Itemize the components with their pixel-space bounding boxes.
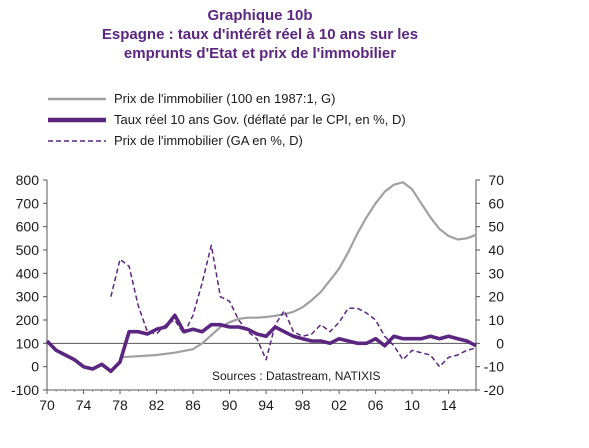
x-tick-label: 82 xyxy=(149,397,165,413)
x-tick-label: 98 xyxy=(295,397,311,413)
x-tick-label: 90 xyxy=(222,397,238,413)
chart-title: Graphique 10b xyxy=(207,7,313,24)
left-tick-label: 200 xyxy=(16,312,40,328)
left-tick-label: 100 xyxy=(16,335,40,351)
left-tick-label: -100 xyxy=(11,382,39,398)
chart-legend: Prix de l'immobilier (100 en 1987:1, G) … xyxy=(48,88,406,151)
x-tick-label: 94 xyxy=(258,397,274,413)
right-tick-label: 50 xyxy=(488,219,504,235)
legend-entry-house-price-growth: Prix de l'immobilier (GA en %, D) xyxy=(48,130,406,151)
series-line-house-price-growth xyxy=(110,244,477,368)
legend-entry-house-price-index: Prix de l'immobilier (100 en 1987:1, G) xyxy=(48,88,406,109)
right-tick-label: 20 xyxy=(488,289,504,305)
right-tick-label: 60 xyxy=(488,195,504,211)
right-tick-label: 0 xyxy=(496,335,504,351)
right-tick-label: 30 xyxy=(488,265,504,281)
series-line-real-rate xyxy=(45,313,477,374)
left-tick-label: 0 xyxy=(31,359,39,375)
right-tick-label: 10 xyxy=(488,312,504,328)
left-tick-label: 400 xyxy=(16,265,40,281)
legend-label-house-price-growth: Prix de l'immobilier (GA en %, D) xyxy=(114,133,303,148)
legend-label-house-price-index: Prix de l'immobilier (100 en 1987:1, G) xyxy=(114,91,336,106)
series-line-house-price-index xyxy=(119,181,477,359)
left-tick-label: 500 xyxy=(16,242,40,258)
chart-axes: 8007006005004003002001000-10070605040302… xyxy=(11,172,504,413)
left-tick-label: 300 xyxy=(16,289,40,305)
left-tick-label: 700 xyxy=(16,195,40,211)
x-tick-label: 70 xyxy=(39,397,55,413)
x-tick-label: 14 xyxy=(441,397,457,413)
x-tick-label: 86 xyxy=(185,397,201,413)
x-tick-label: 10 xyxy=(404,397,420,413)
left-tick-label: 600 xyxy=(16,219,40,235)
legend-swatch-grey-line xyxy=(48,97,106,100)
right-tick-label: -10 xyxy=(484,359,504,375)
chart-titles: Graphique 10b Espagne : taux d'intérêt r… xyxy=(0,6,520,63)
x-tick-label: 74 xyxy=(76,397,92,413)
x-tick-label: 78 xyxy=(112,397,128,413)
legend-label-real-rate: Taux réel 10 ans Gov. (déflaté par le CP… xyxy=(114,112,406,127)
right-tick-label: 70 xyxy=(488,172,504,188)
legend-swatch-thick-purple-line xyxy=(48,117,106,122)
source-note: Sources : Datastream, NATIXIS xyxy=(212,369,381,383)
x-tick-label: 02 xyxy=(331,397,347,413)
left-tick-label: 800 xyxy=(16,172,40,188)
legend-entry-real-rate: Taux réel 10 ans Gov. (déflaté par le CP… xyxy=(48,109,406,130)
chart-subtitle-line-2: emprunts d'Etat et prix de l'immobilier xyxy=(123,45,397,62)
x-tick-label: 06 xyxy=(368,397,384,413)
right-tick-label: 40 xyxy=(488,242,504,258)
chart-series xyxy=(45,181,477,374)
chart-subtitle-line-1: Espagne : taux d'intérêt réel à 10 ans s… xyxy=(101,26,419,43)
legend-swatch-dashed-purple-line xyxy=(48,139,106,142)
right-tick-label: -20 xyxy=(484,382,504,398)
